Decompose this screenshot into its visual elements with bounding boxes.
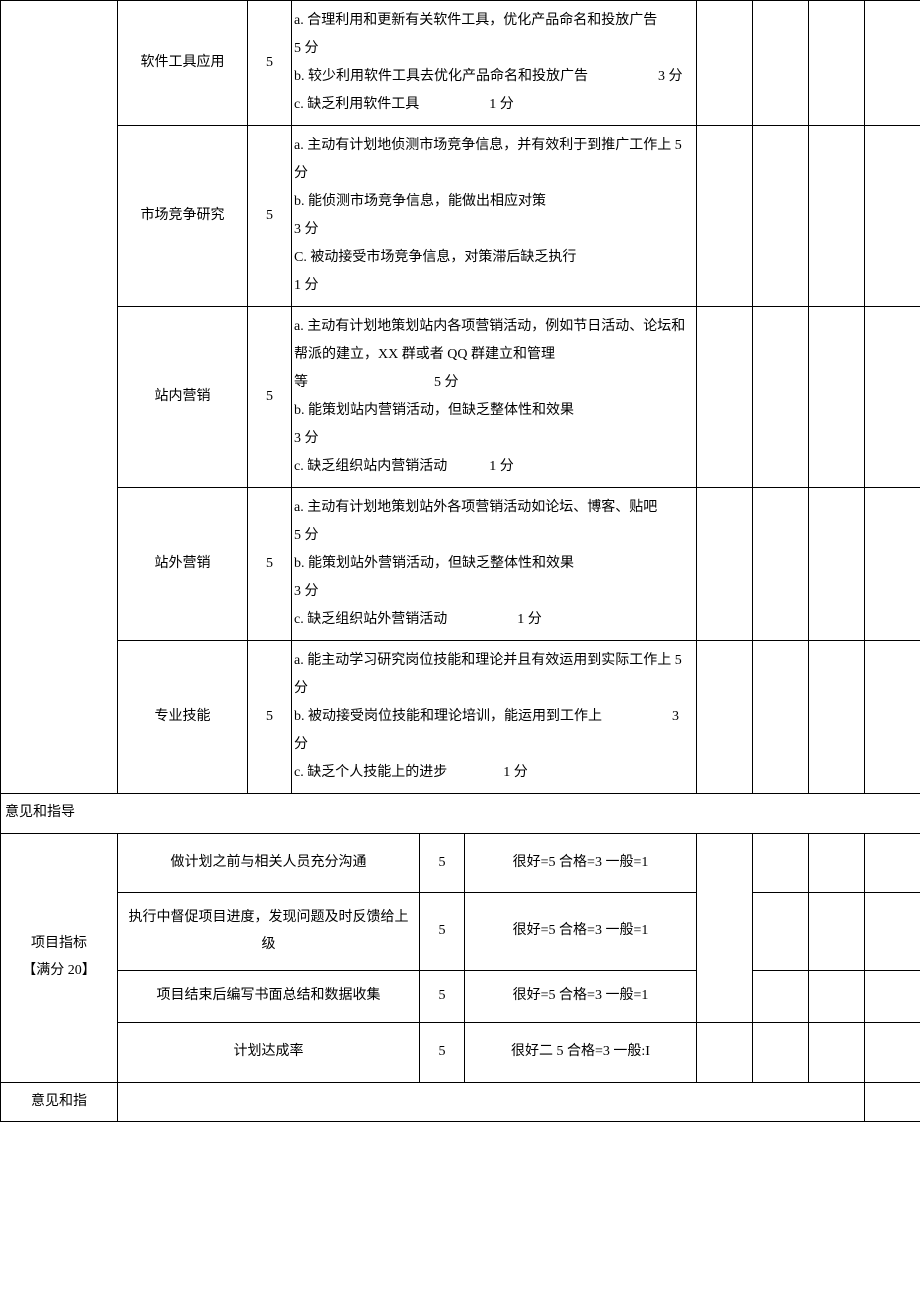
table-row: 站内营销 5 a. 主动有计划地策划站内各项营销活动，例如节日活动、论坛和帮派的… bbox=[1, 307, 920, 488]
score-cell bbox=[809, 1022, 865, 1082]
category-cell bbox=[1, 1, 118, 794]
table-row: 市场竞争研究 5 a. 主动有计划地侦测市场竞争信息，并有效利于到推广工作上 5… bbox=[1, 126, 920, 307]
criteria-cell: a. 能主动学习研究岗位技能和理论并且有效运用到实际工作上 5 分b. 被动接受… bbox=[292, 641, 697, 794]
comment-label: 意见和指导 bbox=[1, 794, 920, 834]
weight-cell: 5 bbox=[248, 126, 292, 307]
standard-cell: 很好=5 合格=3 一般=1 bbox=[465, 971, 697, 1023]
score-cell bbox=[697, 307, 753, 488]
score-cell bbox=[753, 641, 809, 794]
score-cell bbox=[697, 488, 753, 641]
item-cell: 执行中督促项目进度，发现问题及时反馈给上级 bbox=[118, 893, 420, 971]
weight-cell: 5 bbox=[248, 488, 292, 641]
score-cell bbox=[809, 488, 865, 641]
item-cell: 专业技能 bbox=[118, 641, 248, 794]
standard-cell: 很好=5 合格=3 一般=1 bbox=[465, 833, 697, 893]
score-cell bbox=[753, 833, 809, 893]
weight-cell: 5 bbox=[248, 1, 292, 126]
score-cell bbox=[865, 488, 920, 641]
item-cell: 计划达成率 bbox=[118, 1022, 420, 1082]
item-cell: 软件工具应用 bbox=[118, 1, 248, 126]
comment-label: 意见和指 bbox=[1, 1082, 118, 1122]
weight-cell: 5 bbox=[248, 641, 292, 794]
weight-cell: 5 bbox=[420, 1022, 465, 1082]
table-row: 计划达成率 5 很好二 5 合格=3 一般:I bbox=[1, 1022, 920, 1082]
score-cell bbox=[809, 833, 865, 893]
score-cell bbox=[865, 833, 920, 893]
score-cell bbox=[753, 126, 809, 307]
score-cell bbox=[865, 971, 920, 1023]
score-cell bbox=[697, 641, 753, 794]
table-row: 专业技能 5 a. 能主动学习研究岗位技能和理论并且有效运用到实际工作上 5 分… bbox=[1, 641, 920, 794]
weight-cell: 5 bbox=[248, 307, 292, 488]
score-cell bbox=[753, 893, 809, 971]
weight-cell: 5 bbox=[420, 833, 465, 893]
score-cell bbox=[697, 833, 753, 1022]
weight-cell: 5 bbox=[420, 971, 465, 1023]
score-cell bbox=[697, 1022, 753, 1082]
standard-cell: 很好二 5 合格=3 一般:I bbox=[465, 1022, 697, 1082]
table-row: 执行中督促项目进度，发现问题及时反馈给上级 5 很好=5 合格=3 一般=1 bbox=[1, 893, 920, 971]
score-cell bbox=[753, 971, 809, 1023]
score-cell bbox=[865, 1, 920, 126]
score-cell bbox=[697, 126, 753, 307]
score-cell bbox=[809, 126, 865, 307]
item-cell: 项目结束后编写书面总结和数据收集 bbox=[118, 971, 420, 1023]
table-row: 项目指标【满分 20】 做计划之前与相关人员充分沟通 5 很好=5 合格=3 一… bbox=[1, 833, 920, 893]
comment-body bbox=[118, 1082, 865, 1122]
comment-row: 意见和指导 bbox=[1, 794, 920, 834]
item-cell: 站内营销 bbox=[118, 307, 248, 488]
evaluation-table: 软件工具应用 5 a. 合理利用和更新有关软件工具，优化产品命名和投放广告 5 … bbox=[0, 0, 920, 1122]
score-cell bbox=[809, 971, 865, 1023]
criteria-cell: a. 合理利用和更新有关软件工具，优化产品命名和投放广告 5 分b. 较少利用软… bbox=[292, 1, 697, 126]
score-cell bbox=[865, 641, 920, 794]
criteria-cell: a. 主动有计划地策划站外各项营销活动如论坛、博客、贴吧 5 分b. 能策划站外… bbox=[292, 488, 697, 641]
standard-cell: 很好=5 合格=3 一般=1 bbox=[465, 893, 697, 971]
score-cell bbox=[697, 1, 753, 126]
score-cell bbox=[865, 126, 920, 307]
score-cell bbox=[809, 641, 865, 794]
table-row: 项目结束后编写书面总结和数据收集 5 很好=5 合格=3 一般=1 bbox=[1, 971, 920, 1023]
score-cell bbox=[753, 307, 809, 488]
score-cell bbox=[753, 1022, 809, 1082]
score-cell bbox=[753, 1, 809, 126]
score-cell bbox=[865, 307, 920, 488]
item-cell: 站外营销 bbox=[118, 488, 248, 641]
score-cell bbox=[753, 488, 809, 641]
item-cell: 市场竞争研究 bbox=[118, 126, 248, 307]
weight-cell: 5 bbox=[420, 893, 465, 971]
score-cell bbox=[865, 1082, 920, 1122]
score-cell bbox=[865, 1022, 920, 1082]
comment-row: 意见和指 bbox=[1, 1082, 920, 1122]
score-cell bbox=[809, 1, 865, 126]
criteria-cell: a. 主动有计划地侦测市场竞争信息，并有效利于到推广工作上 5 分b. 能侦测市… bbox=[292, 126, 697, 307]
project-header-cell: 项目指标【满分 20】 bbox=[1, 833, 118, 1082]
table-row: 站外营销 5 a. 主动有计划地策划站外各项营销活动如论坛、博客、贴吧 5 分b… bbox=[1, 488, 920, 641]
criteria-cell: a. 主动有计划地策划站内各项营销活动，例如节日活动、论坛和帮派的建立，XX 群… bbox=[292, 307, 697, 488]
score-cell bbox=[809, 893, 865, 971]
table-row: 软件工具应用 5 a. 合理利用和更新有关软件工具，优化产品命名和投放广告 5 … bbox=[1, 1, 920, 126]
score-cell bbox=[809, 307, 865, 488]
score-cell bbox=[865, 893, 920, 971]
item-cell: 做计划之前与相关人员充分沟通 bbox=[118, 833, 420, 893]
